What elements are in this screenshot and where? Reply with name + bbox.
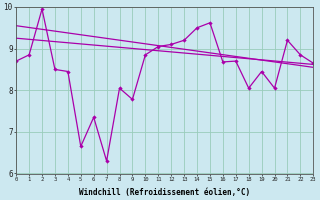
X-axis label: Windchill (Refroidissement éolien,°C): Windchill (Refroidissement éolien,°C)	[79, 188, 250, 197]
